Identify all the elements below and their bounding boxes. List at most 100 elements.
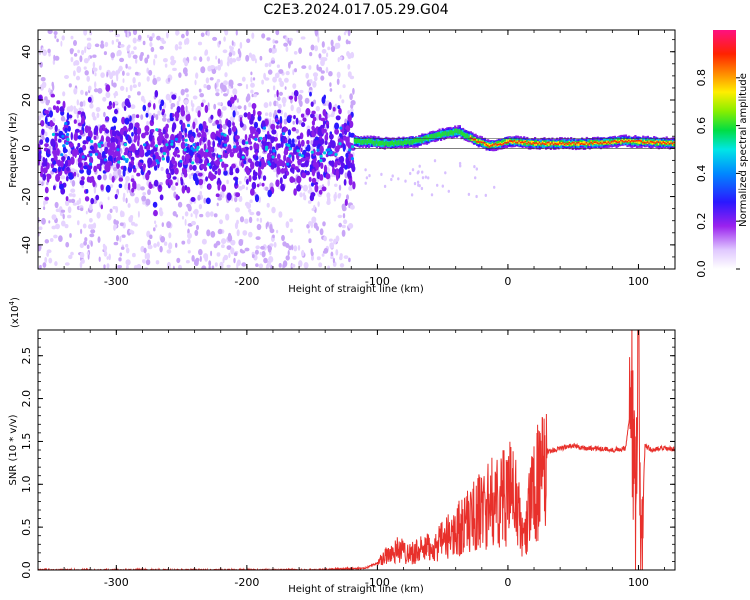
noise-dot — [296, 184, 302, 192]
noise-dot — [312, 121, 315, 126]
noise-dot — [329, 242, 335, 249]
noise-dot — [255, 245, 260, 250]
noise-dot — [172, 265, 175, 269]
noise-dot — [72, 202, 77, 206]
noise-dot — [39, 61, 43, 68]
noise-dot — [118, 257, 122, 262]
signal-band — [440, 133, 443, 138]
noise-dot — [44, 116, 48, 125]
signal-band — [430, 134, 433, 139]
signal-band — [523, 141, 526, 144]
signal-band — [360, 140, 363, 145]
noise-dot — [192, 164, 197, 171]
noise-dot — [137, 210, 140, 218]
noise-dot — [288, 154, 292, 158]
noise-dot — [156, 241, 160, 247]
noise-dot — [174, 44, 179, 51]
noise-dot — [391, 174, 394, 178]
noise-dot — [321, 127, 325, 135]
noise-dot — [83, 58, 89, 64]
noise-dot — [239, 216, 245, 223]
noise-dot — [73, 61, 76, 66]
noise-dot — [339, 253, 343, 258]
signal-band — [640, 140, 643, 143]
noise-dot — [223, 30, 228, 33]
noise-dot — [100, 43, 105, 49]
spectrogram-x-ticks: -300 -200 -100 0 100 — [37, 30, 665, 288]
signal-band — [491, 144, 494, 146]
noise-dot — [244, 134, 248, 141]
noise-dot — [256, 217, 259, 222]
noise-dot — [146, 252, 150, 260]
noise-dot — [417, 170, 420, 174]
noise-dot — [337, 214, 343, 219]
noise-dot — [245, 178, 249, 185]
noise-dot — [92, 54, 97, 58]
signal-band — [521, 141, 524, 145]
noise-dot — [215, 240, 221, 246]
noise-dot — [310, 140, 314, 146]
noise-dot — [292, 255, 297, 260]
noise-dot — [271, 129, 277, 135]
noise-dot — [67, 125, 71, 132]
noise-dot — [62, 144, 66, 148]
noise-dot — [185, 153, 190, 161]
signal-band — [357, 138, 360, 143]
noise-dot — [248, 216, 253, 224]
signal-band — [653, 141, 656, 144]
noise-dot — [293, 115, 296, 120]
signal-band — [433, 133, 436, 139]
noise-dot — [330, 251, 334, 258]
signal-band — [527, 141, 530, 147]
noise-dot — [343, 129, 348, 136]
noise-dot — [282, 263, 286, 268]
signal-band — [537, 141, 540, 144]
signal-band — [623, 141, 626, 143]
signal-band — [479, 141, 482, 143]
noise-dot — [347, 71, 352, 78]
noise-dot — [295, 129, 300, 134]
noise-dot — [89, 153, 93, 157]
noise-dot — [306, 144, 311, 152]
signal-band — [582, 141, 585, 145]
noise-dot — [181, 185, 186, 194]
noise-dot — [316, 256, 321, 261]
noise-dot — [170, 139, 174, 143]
noise-dot — [252, 174, 258, 181]
noise-dot — [199, 93, 204, 98]
signal-band — [424, 135, 427, 141]
noise-dot — [166, 31, 169, 39]
noise-dot — [262, 162, 267, 168]
noise-dot — [368, 174, 371, 178]
noise-dot — [155, 128, 159, 132]
signal-band — [645, 142, 648, 144]
noise-dot — [108, 100, 112, 107]
signal-band — [397, 140, 400, 145]
signal-band — [534, 142, 537, 145]
noise-dot — [219, 261, 224, 269]
noise-dot — [252, 77, 256, 81]
noise-dot — [218, 139, 222, 146]
noise-dot — [351, 145, 355, 149]
noise-dot — [337, 193, 341, 199]
noise-dot — [70, 188, 76, 193]
noise-dot — [199, 255, 202, 262]
noise-dot — [291, 138, 295, 145]
noise-dot — [252, 154, 257, 159]
noise-dot — [73, 171, 77, 177]
noise-dot — [214, 262, 218, 267]
noise-dot — [182, 122, 186, 131]
noise-dot — [129, 84, 133, 92]
signal-band — [509, 140, 512, 142]
signal-band — [386, 141, 389, 147]
noise-dot — [140, 186, 145, 191]
noise-dot — [128, 163, 133, 169]
noise-dot — [413, 182, 417, 186]
noise-dot — [346, 51, 350, 57]
signal-band — [469, 137, 472, 139]
noise-dot — [111, 146, 117, 151]
noise-dot — [38, 152, 42, 161]
signal-band — [626, 140, 629, 143]
noise-dot — [117, 168, 122, 176]
